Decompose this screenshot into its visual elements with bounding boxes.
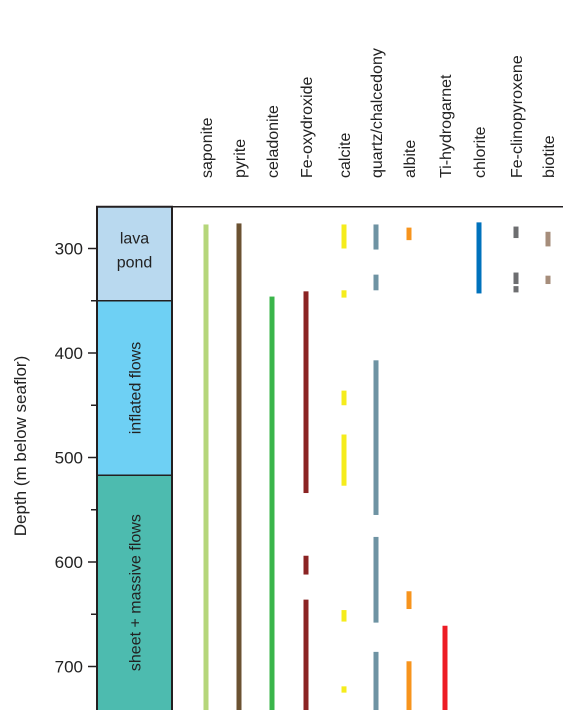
column-outline <box>96 205 173 710</box>
bar-3-2 <box>303 599 309 710</box>
bar-8-0 <box>476 222 482 294</box>
mineral-label-0: saponite <box>199 117 216 178</box>
bar-10-0 <box>545 231 551 247</box>
bar-4-2 <box>341 390 347 406</box>
bar-4-0 <box>341 224 347 249</box>
bar-4-5 <box>341 686 347 693</box>
y-tick-label-400: 400 <box>55 344 83 363</box>
bar-3-1 <box>303 555 309 575</box>
mineral-label-2: celadonite <box>265 105 282 178</box>
mineral-label-8: chlorite <box>472 126 489 178</box>
stratigraphic-column: lava pond inflated flows sheet + massive fl… <box>96 205 563 710</box>
depth-axis: 300 400 500 600 700 <box>55 240 97 677</box>
mineral-label-9: Fe-clinopyroxene <box>509 55 526 178</box>
bar-4-4 <box>341 610 347 622</box>
bar-6-2 <box>406 661 412 710</box>
bar-5-2 <box>373 360 379 515</box>
mineral-label-10: biotite <box>541 135 558 178</box>
y-tick-label-500: 500 <box>55 449 83 468</box>
bar-5-4 <box>373 651 379 710</box>
bar-9-0 <box>513 226 519 239</box>
bar-9-1 <box>513 272 519 285</box>
mineral-label-3: Fe-oxydroxide <box>299 77 316 178</box>
mineral-label-1: pyrite <box>232 139 249 178</box>
bar-9-2 <box>513 286 519 293</box>
bar-6-1 <box>406 591 412 610</box>
bar-5-1 <box>373 274 379 291</box>
y-tick-label-700: 700 <box>55 658 83 677</box>
bar-2-0 <box>269 296 275 710</box>
mineral-label-5: quartz/chalcedony <box>369 48 386 178</box>
bar-10-1 <box>545 275 551 285</box>
bar-5-3 <box>373 536 379 623</box>
mineral-label-4: calcite <box>337 133 354 178</box>
bar-1-0 <box>236 223 242 710</box>
unit-block-2 <box>97 475 172 710</box>
unit-block-0 <box>97 206 172 301</box>
unit-label-2: sheet + massive flows <box>128 514 145 671</box>
bar-6-0 <box>406 227 412 241</box>
unit-block-1 <box>97 300 172 476</box>
bar-7-0 <box>442 625 448 710</box>
mineral-label-6: albite <box>402 140 419 178</box>
bar-3-0 <box>303 291 309 494</box>
bar-4-3 <box>341 434 347 486</box>
unit-label-1: inflated flows <box>128 342 145 435</box>
mineral-label-7: Ti-hydrogarnet <box>438 74 455 178</box>
bar-0-0 <box>203 224 209 710</box>
bar-5-0 <box>373 224 379 250</box>
mineral-column-labels: saponite pyrite celadonite Fe-oxydroxide cal… <box>199 48 558 178</box>
y-tick-label-600: 600 <box>55 553 83 572</box>
mineral-interval-bars <box>203 222 551 710</box>
bar-4-1 <box>341 290 347 298</box>
y-tick-label-300: 300 <box>55 240 83 259</box>
y-axis-title: Depth (m below seaflor) <box>11 356 30 536</box>
unit-label-0: lava pond <box>117 231 153 272</box>
